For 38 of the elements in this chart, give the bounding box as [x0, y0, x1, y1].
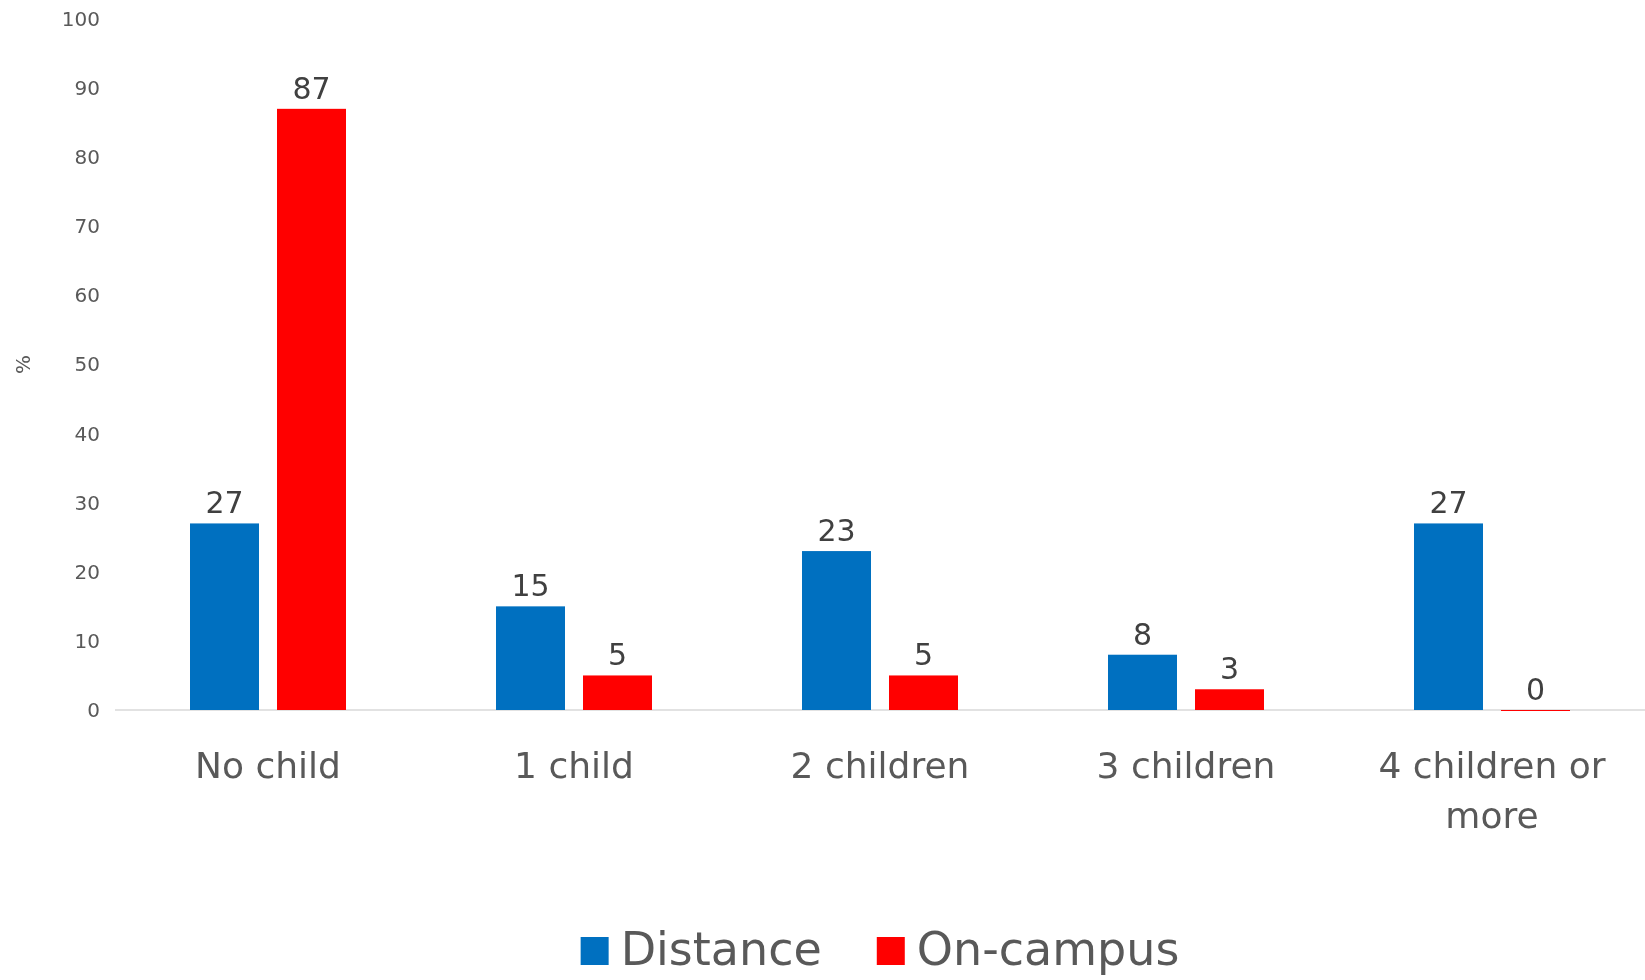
y-tick-label: 60 — [74, 283, 100, 308]
data-label: 5 — [913, 637, 934, 673]
bar — [802, 551, 871, 710]
x-tick-label: 2 children — [790, 745, 970, 786]
y-axis-title: % — [11, 354, 35, 375]
bar — [583, 675, 652, 710]
y-tick-label: 10 — [74, 628, 100, 653]
y-tick-label: 40 — [74, 421, 100, 446]
x-tick-label: 3 children — [1096, 745, 1276, 786]
data-label: 15 — [511, 568, 550, 604]
legend-label: Distance — [620, 922, 822, 976]
bar — [1195, 689, 1264, 710]
data-label: 27 — [205, 485, 244, 521]
data-label: 3 — [1219, 651, 1240, 687]
data-label: 23 — [817, 513, 856, 549]
y-tick-label: 90 — [74, 76, 100, 100]
x-tick-label: 1 child — [514, 745, 634, 786]
y-tick-label: 30 — [74, 490, 100, 515]
data-label: 27 — [1429, 485, 1468, 521]
y-tick-label: 50 — [74, 352, 100, 377]
bar — [889, 675, 958, 710]
y-tick-label: 20 — [74, 559, 100, 584]
y-tick-label: 0 — [87, 697, 100, 722]
data-label: 5 — [607, 637, 628, 673]
y-tick-label: 100 — [61, 6, 100, 31]
y-tick-label: 70 — [74, 214, 100, 239]
data-label: 8 — [1132, 616, 1153, 652]
legend-label: On-campus — [916, 922, 1180, 976]
bar — [277, 108, 346, 710]
x-tick-label: 4 children or more — [1378, 745, 1606, 836]
data-label: 87 — [292, 70, 331, 106]
y-tick-label: 80 — [74, 145, 100, 170]
data-label: 0 — [1525, 672, 1546, 707]
bar — [1414, 523, 1483, 710]
bar — [496, 606, 565, 710]
bar — [190, 523, 259, 710]
bar — [1108, 654, 1177, 710]
x-tick-label: No child — [195, 745, 341, 786]
